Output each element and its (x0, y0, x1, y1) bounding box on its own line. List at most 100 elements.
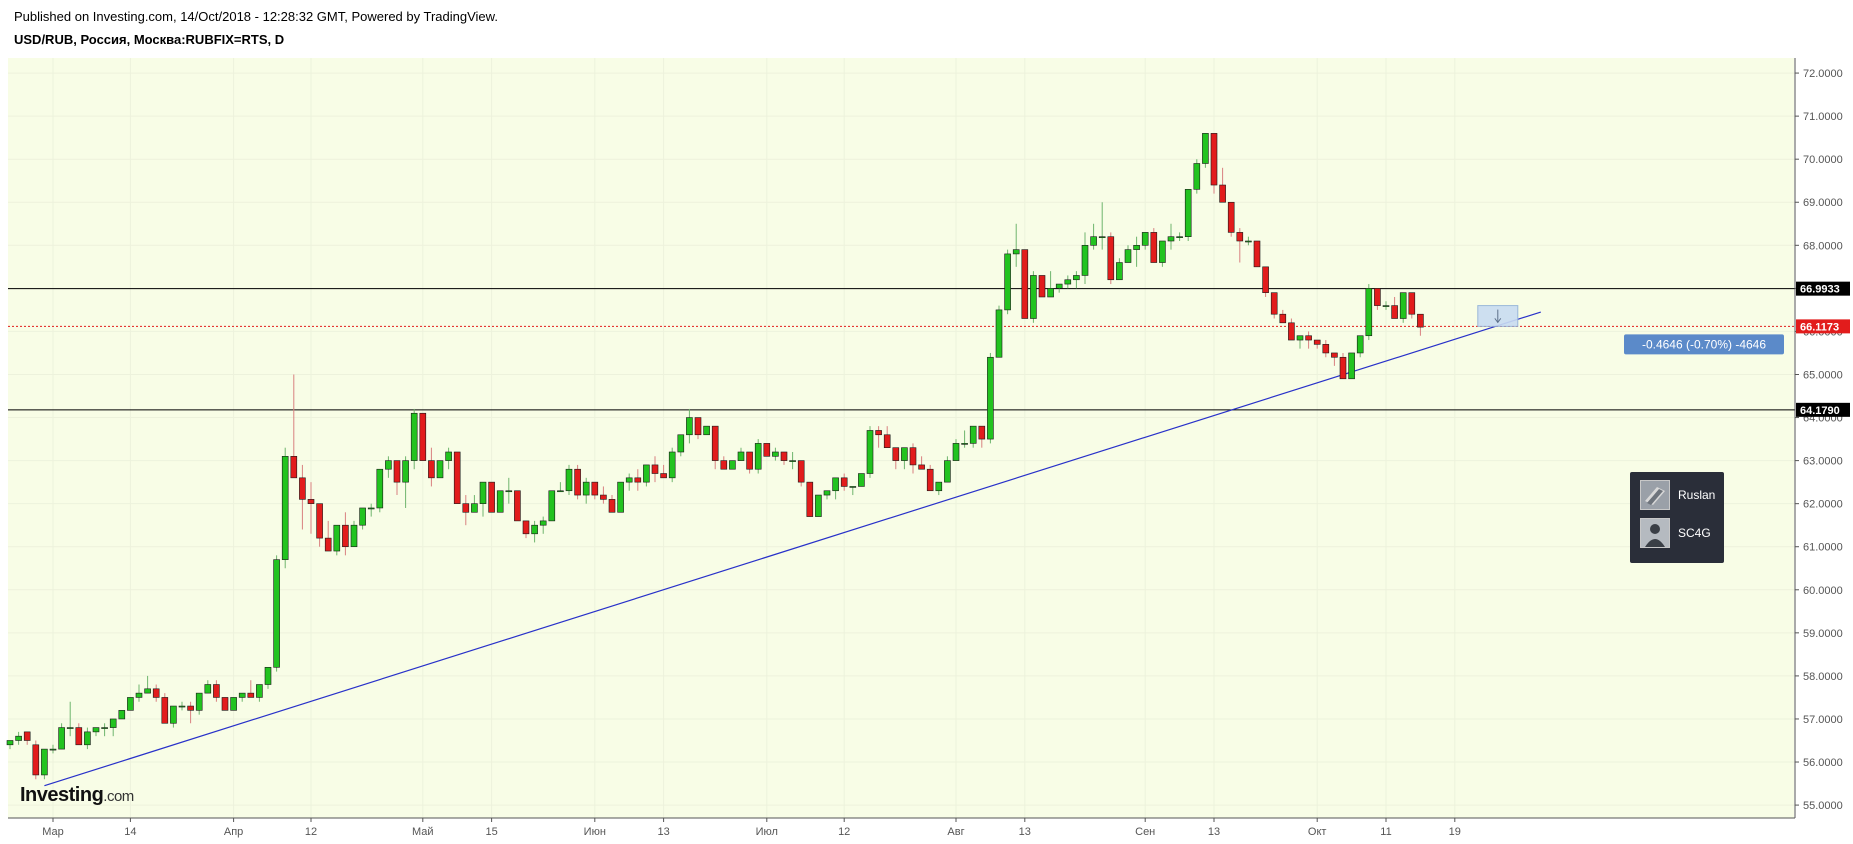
x-tick-label: 13 (1208, 826, 1220, 838)
candle-body (591, 481, 599, 496)
candle-body (101, 727, 108, 729)
y-tick-label: 60.0000 (1803, 585, 1843, 597)
time-axis[interactable]: Мар 14 Апр 12 Май 15 Июн 13 Июл 12 Авг 13 Сен 13 Окт 11… (42, 818, 1461, 838)
candle-body (23, 731, 31, 741)
candle-body (1116, 262, 1123, 281)
candle-body (711, 425, 719, 461)
candle-body (557, 490, 564, 493)
x-tick-label: 13 (1019, 826, 1031, 838)
candle-body (1150, 232, 1158, 263)
candle-body (496, 490, 504, 513)
candle-body (754, 443, 762, 470)
x-tick-label: 19 (1449, 826, 1461, 838)
candle-body (385, 460, 392, 470)
candle-body (32, 744, 40, 776)
candle-body (1030, 275, 1037, 319)
candle-body (247, 692, 255, 698)
candle-body (419, 412, 427, 461)
candle-body (840, 477, 848, 487)
candle-body (1167, 236, 1175, 242)
candle-body (866, 430, 874, 474)
level-price-tag (1796, 281, 1850, 296)
y-tick-label: 68.0000 (1803, 240, 1843, 252)
candle-body (402, 460, 409, 483)
candle-body (1296, 335, 1304, 341)
candle-body (643, 464, 650, 483)
candle-body (935, 481, 943, 492)
candle-body (471, 503, 478, 513)
candle-body (608, 499, 616, 513)
candle-body (410, 412, 418, 461)
candle-body (187, 705, 194, 711)
candle-body (84, 731, 91, 746)
candle-body (918, 464, 925, 470)
candle-body (1270, 292, 1278, 315)
y-tick-label: 59.0000 (1803, 628, 1843, 640)
y-tick-label: 57.0000 (1803, 714, 1843, 726)
candle-body (858, 473, 865, 487)
candle-body (926, 468, 934, 492)
candle-body (333, 524, 341, 552)
candle-body (600, 494, 607, 500)
candle-body (342, 524, 349, 548)
candle-body (479, 481, 487, 504)
candle-body (832, 477, 839, 492)
candle-body (660, 473, 667, 479)
candle-body (772, 451, 779, 457)
x-tick-label: 12 (838, 826, 850, 838)
candle-body (1073, 275, 1080, 281)
trend-line[interactable] (44, 311, 1541, 787)
current-price-tag (1796, 319, 1850, 334)
candle-body (75, 727, 83, 746)
y-tick-label: 72.0000 (1803, 68, 1843, 80)
x-tick-label: Июн (584, 826, 606, 838)
candle-body (359, 507, 366, 526)
level-price-tag (1796, 402, 1850, 417)
y-tick-label: 62.0000 (1803, 499, 1843, 511)
candle-body (574, 468, 581, 496)
candle-body (901, 447, 908, 461)
candle-body (66, 727, 74, 729)
candle-body (1236, 232, 1244, 242)
user-row-sc4g[interactable]: SC4G (1640, 518, 1724, 550)
candle-body (1279, 313, 1287, 324)
x-tick-label: Авг (947, 826, 964, 838)
user-name: Ruslan (1678, 488, 1716, 502)
candle-body (256, 684, 263, 698)
candle-body (170, 705, 177, 724)
candle-body (316, 503, 323, 539)
candle-body (453, 451, 461, 504)
level-price-tag-label: 64.1790 (1800, 405, 1840, 417)
candle-body (978, 425, 986, 440)
candle-body (677, 434, 685, 453)
candle-body (634, 477, 642, 483)
candle-body (41, 748, 48, 776)
user-row-ruslan[interactable]: Ruslan (1640, 480, 1724, 512)
candle-body (1124, 249, 1132, 263)
candle-body (565, 468, 573, 492)
candle-body (1408, 292, 1416, 315)
candle-body (548, 490, 556, 522)
y-tick-label: 58.0000 (1803, 671, 1843, 683)
candle-body (195, 692, 203, 711)
candle-body (952, 443, 960, 461)
candle-body (488, 481, 495, 513)
price-axis[interactable]: 72.000071.000070.000069.000068.000067.00… (1795, 68, 1843, 812)
investing-logo: Investing.com (20, 784, 134, 806)
candle-body (668, 451, 676, 479)
candle-body (1382, 305, 1390, 307)
candle-body (393, 460, 401, 483)
candle-body (213, 684, 220, 698)
y-tick-label: 63.0000 (1803, 456, 1843, 468)
candle-body (1331, 352, 1338, 358)
user-name: SC4G (1678, 526, 1711, 540)
candle-body (531, 524, 538, 535)
candle-body (1133, 245, 1140, 250)
candle-body (1159, 240, 1166, 263)
candle-body (109, 718, 117, 728)
current-price-tag-label: 66.1173 (1800, 321, 1839, 333)
measure-tool[interactable]: -0.4646 (-0.70%) -4646 (1477, 305, 1784, 355)
y-tick-label: 70.0000 (1803, 154, 1843, 166)
candle-body (92, 727, 100, 733)
